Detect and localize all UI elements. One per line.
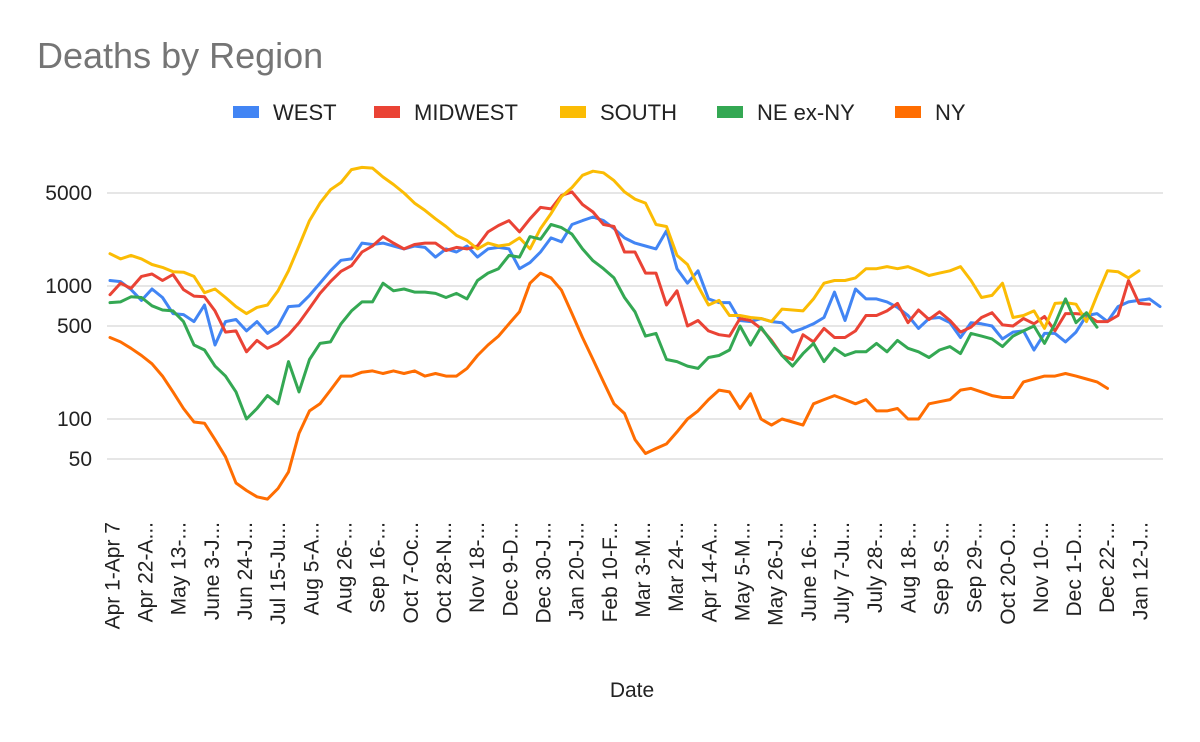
x-tick-label: Jan 12-J... bbox=[1129, 522, 1152, 620]
gridlines bbox=[107, 192, 1163, 460]
y-axis-ticks: 50 100 500 1000 5000 bbox=[45, 182, 92, 471]
x-tick-label: Apr 22-A... bbox=[135, 522, 158, 622]
series-lines bbox=[108, 165, 1162, 501]
x-tick-label: Jun 24-J... bbox=[234, 522, 257, 620]
series-line-ny bbox=[108, 271, 1109, 501]
legend-swatch bbox=[717, 106, 743, 118]
y-tick-label: 50 bbox=[69, 448, 92, 471]
legend-label: NE ex-NY bbox=[757, 100, 855, 125]
x-tick-label: May 5-M... bbox=[731, 522, 754, 621]
legend-label: SOUTH bbox=[600, 100, 677, 125]
series-line-midwest bbox=[108, 190, 1151, 361]
legend-swatch bbox=[895, 106, 921, 118]
x-tick-label: Jan 20-J... bbox=[566, 522, 589, 620]
series-line-west bbox=[108, 215, 1162, 352]
x-tick-label: May 13-... bbox=[168, 522, 191, 615]
y-tick-label: 1000 bbox=[45, 275, 92, 298]
x-tick-label: Sep 16-... bbox=[367, 522, 390, 613]
legend-label: NY bbox=[935, 100, 966, 125]
series-line-ne-ex-ny bbox=[108, 223, 1099, 421]
x-tick-label: June 16-... bbox=[798, 522, 821, 621]
x-tick-label: Nov 18-... bbox=[466, 522, 489, 613]
x-tick-label: June 3-J... bbox=[201, 522, 224, 620]
x-tick-label: Oct 20-O... bbox=[997, 522, 1020, 625]
y-tick-label: 5000 bbox=[45, 182, 92, 205]
x-tick-label: Apr 14-A... bbox=[698, 522, 721, 622]
x-tick-label: Mar 3-M... bbox=[632, 522, 655, 618]
x-tick-label: Aug 5-A... bbox=[300, 522, 323, 615]
x-tick-label: Sep 29-... bbox=[964, 522, 987, 613]
x-tick-label: Dec 30-J... bbox=[532, 522, 555, 624]
x-tick-label: July 7-Ju... bbox=[831, 522, 854, 624]
x-tick-label: Dec 9-D... bbox=[499, 522, 522, 617]
x-tick-label: Aug 26-... bbox=[333, 522, 356, 613]
x-tick-label: Feb 10-F... bbox=[599, 522, 622, 622]
x-tick-label: Nov 10-... bbox=[1030, 522, 1053, 613]
x-tick-label: May 26-J... bbox=[765, 522, 788, 626]
legend-label: WEST bbox=[273, 100, 337, 125]
y-tick-label: 100 bbox=[57, 408, 92, 431]
legend-swatch bbox=[560, 106, 586, 118]
x-tick-label: July 28-... bbox=[864, 522, 887, 613]
legend: WEST MIDWEST SOUTH NE ex-NY NY bbox=[233, 100, 966, 125]
series-line-south bbox=[108, 165, 1141, 330]
x-tick-label: Oct 7-Oc... bbox=[400, 522, 423, 624]
x-axis-ticks: Apr 1-Apr 7 Apr 22-A... May 13-... June 3-J… bbox=[101, 522, 1152, 629]
legend-label: MIDWEST bbox=[414, 100, 518, 125]
x-tick-label: Sep 8-S... bbox=[930, 522, 953, 615]
x-tick-label: Dec 1-D... bbox=[1063, 522, 1086, 617]
x-tick-label: Apr 1-Apr 7 bbox=[101, 522, 124, 629]
x-tick-label: Oct 28-N... bbox=[433, 522, 456, 624]
legend-swatch bbox=[374, 106, 400, 118]
x-tick-label: Aug 18-... bbox=[897, 522, 920, 613]
x-tick-label: Jul 15-Ju... bbox=[267, 522, 290, 625]
x-tick-label: Dec 22-... bbox=[1096, 522, 1119, 613]
chart-title: Deaths by Region bbox=[37, 35, 323, 76]
x-axis-label: Date bbox=[610, 679, 654, 702]
y-tick-label: 500 bbox=[57, 315, 92, 338]
legend-swatch bbox=[233, 106, 259, 118]
x-tick-label: Mar 24-... bbox=[665, 522, 688, 612]
